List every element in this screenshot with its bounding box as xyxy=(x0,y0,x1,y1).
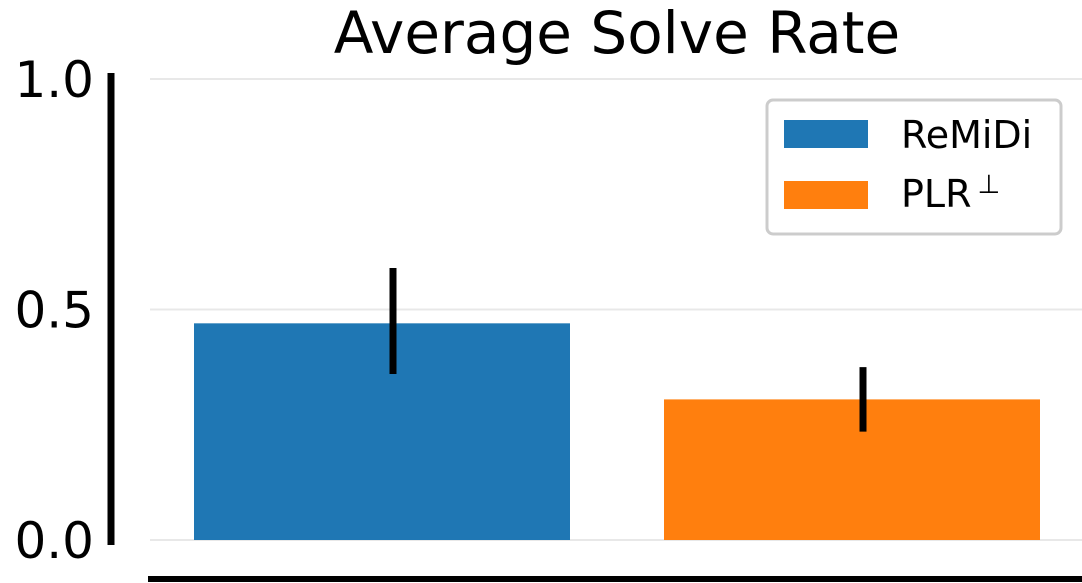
legend-label-remidi: ReMiDi xyxy=(901,113,1032,157)
legend-label-plr-superscript: ⊥ xyxy=(978,170,1001,200)
legend-swatch-remidi xyxy=(784,120,868,148)
legend: ReMiDi PLR ⊥ xyxy=(765,98,1063,236)
y-tick-label: 1.0 xyxy=(14,51,94,109)
bar-plr xyxy=(664,399,1040,540)
legend-label-plr: PLR ⊥ xyxy=(901,170,1000,216)
y-tick-labels: 0.0 0.5 1.0 xyxy=(14,51,94,570)
chart-title: Average Solve Rate xyxy=(334,0,900,67)
legend-swatch-plr xyxy=(784,181,868,209)
bars xyxy=(194,323,1040,540)
legend-label-plr-text: PLR xyxy=(901,172,972,216)
y-tick-label: 0.5 xyxy=(14,282,94,340)
y-tick-label: 0.0 xyxy=(14,512,94,570)
error-bars xyxy=(389,268,867,432)
bar-remidi xyxy=(194,323,570,540)
